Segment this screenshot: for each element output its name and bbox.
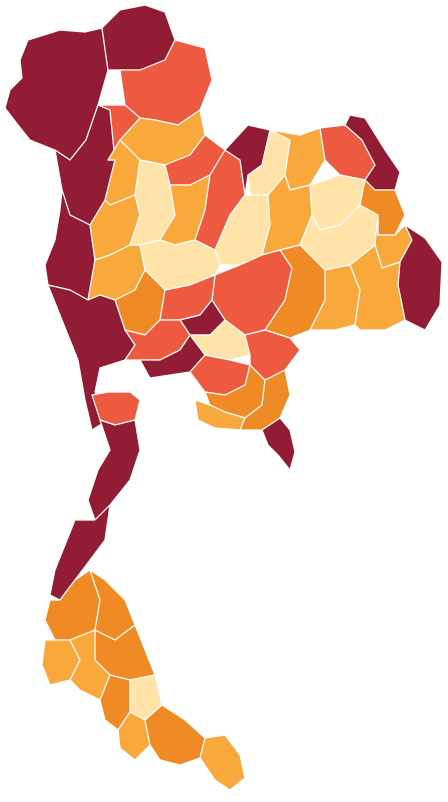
province-south-west-b[interactable] (88, 420, 140, 520)
province-south-j[interactable] (145, 705, 205, 765)
province-south-k[interactable] (200, 735, 245, 790)
